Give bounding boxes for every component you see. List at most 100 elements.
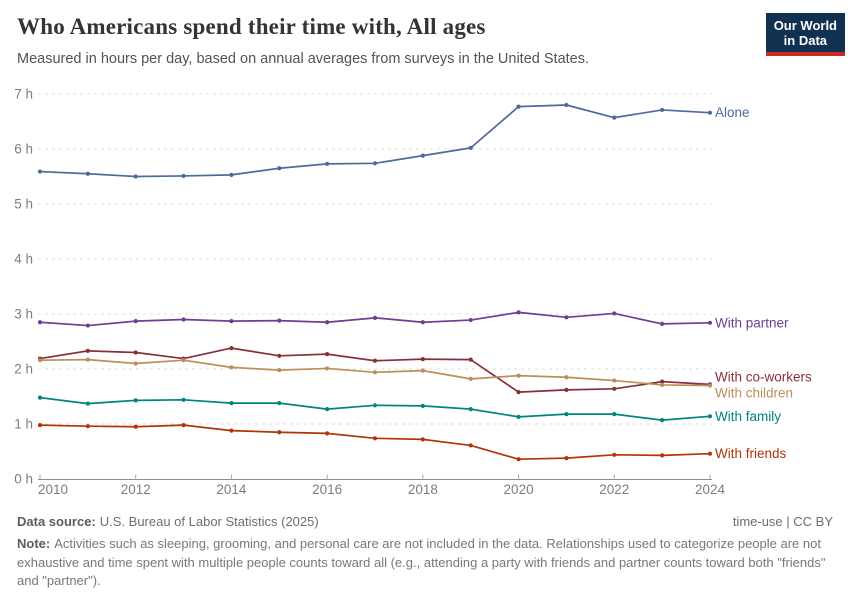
series-with-children[interactable]: [37, 357, 713, 388]
data-point[interactable]: [420, 368, 425, 373]
data-point[interactable]: [133, 424, 138, 429]
data-point[interactable]: [229, 172, 234, 177]
owid-logo[interactable]: Our World in Data: [765, 13, 845, 56]
data-point[interactable]: [325, 407, 330, 412]
data-point[interactable]: [707, 383, 713, 388]
data-point[interactable]: [325, 352, 330, 357]
series-with-co-workers[interactable]: [37, 346, 713, 395]
data-point[interactable]: [277, 430, 282, 435]
data-point[interactable]: [325, 161, 330, 166]
series-line-with-co-workers[interactable]: [39, 347, 711, 393]
data-point[interactable]: [612, 386, 617, 391]
series-with-friends[interactable]: [37, 423, 713, 462]
series-with-partner[interactable]: [37, 310, 713, 328]
data-point[interactable]: [420, 153, 425, 158]
data-point[interactable]: [277, 318, 282, 323]
series-label-with-family[interactable]: With family: [715, 409, 781, 424]
data-point[interactable]: [612, 311, 617, 316]
data-point[interactable]: [372, 370, 378, 375]
data-point[interactable]: [707, 320, 713, 325]
data-point[interactable]: [229, 428, 234, 433]
license-link[interactable]: time-use | CC BY: [732, 514, 833, 529]
data-point[interactable]: [325, 431, 330, 436]
data-point[interactable]: [181, 173, 186, 179]
data-point[interactable]: [37, 423, 43, 428]
data-point[interactable]: [420, 437, 425, 442]
data-point[interactable]: [660, 418, 665, 423]
data-point[interactable]: [133, 319, 138, 324]
data-point[interactable]: [181, 397, 186, 402]
data-point[interactable]: [372, 161, 378, 166]
data-point[interactable]: [229, 365, 234, 370]
series-label-with-children[interactable]: With children: [715, 385, 793, 400]
data-point[interactable]: [707, 414, 713, 419]
series-label-with-partner[interactable]: With partner: [715, 315, 789, 330]
data-point[interactable]: [707, 110, 713, 115]
data-point[interactable]: [516, 104, 521, 109]
data-point[interactable]: [468, 317, 473, 323]
data-point[interactable]: [468, 357, 473, 362]
data-point[interactable]: [612, 115, 617, 120]
series-with-family[interactable]: [37, 395, 713, 423]
data-point[interactable]: [660, 107, 665, 113]
data-point[interactable]: [372, 403, 378, 408]
series-alone[interactable]: [37, 102, 713, 179]
data-point[interactable]: [85, 323, 90, 328]
data-point[interactable]: [85, 348, 90, 353]
data-point[interactable]: [372, 315, 378, 320]
data-point[interactable]: [277, 166, 282, 171]
data-point[interactable]: [564, 102, 569, 108]
series-line-with-friends[interactable]: [39, 424, 711, 461]
data-point[interactable]: [564, 456, 569, 461]
data-point[interactable]: [229, 401, 234, 406]
data-point[interactable]: [516, 310, 521, 315]
data-point[interactable]: [229, 319, 234, 324]
data-point[interactable]: [85, 401, 90, 406]
data-point[interactable]: [468, 407, 473, 412]
data-point[interactable]: [468, 376, 473, 381]
data-point[interactable]: [229, 346, 234, 351]
data-point[interactable]: [277, 401, 282, 406]
data-point[interactable]: [468, 443, 473, 448]
data-point[interactable]: [516, 373, 521, 378]
data-point[interactable]: [420, 320, 425, 325]
data-point[interactable]: [420, 357, 425, 362]
data-point[interactable]: [37, 320, 43, 325]
line-chart-canvas[interactable]: 0 h1 h2 h3 h4 h5 h6 h7 h 2010 2012 2014 201…: [0, 0, 850, 505]
data-point[interactable]: [564, 375, 569, 380]
series-label-alone[interactable]: Alone: [715, 105, 750, 120]
data-point[interactable]: [564, 387, 569, 392]
data-point[interactable]: [612, 378, 617, 383]
data-point[interactable]: [612, 412, 617, 417]
data-point[interactable]: [372, 436, 378, 441]
data-point[interactable]: [133, 398, 138, 403]
data-point[interactable]: [85, 357, 90, 362]
data-point[interactable]: [133, 174, 138, 179]
data-point[interactable]: [612, 452, 617, 457]
data-point[interactable]: [564, 315, 569, 320]
data-point[interactable]: [181, 358, 186, 363]
data-point[interactable]: [133, 350, 138, 355]
series-line-alone[interactable]: [39, 104, 711, 178]
series-label-with-friends[interactable]: With friends: [715, 446, 787, 461]
data-point[interactable]: [516, 390, 521, 395]
data-point[interactable]: [85, 171, 90, 176]
data-point[interactable]: [37, 395, 43, 400]
data-point[interactable]: [85, 424, 90, 429]
data-point[interactable]: [660, 453, 665, 458]
data-point[interactable]: [325, 320, 330, 325]
series-line-with-family[interactable]: [39, 396, 711, 421]
data-point[interactable]: [660, 379, 665, 384]
data-point[interactable]: [325, 366, 330, 371]
data-point[interactable]: [707, 451, 713, 456]
data-point[interactable]: [37, 169, 43, 174]
data-point[interactable]: [277, 353, 282, 358]
data-point[interactable]: [468, 145, 473, 150]
data-point[interactable]: [133, 361, 138, 366]
series-label-with-co-workers[interactable]: With co-workers: [715, 369, 812, 384]
data-point[interactable]: [420, 403, 425, 408]
data-series[interactable]: [37, 102, 713, 462]
data-point[interactable]: [372, 358, 378, 363]
data-point[interactable]: [181, 423, 186, 428]
